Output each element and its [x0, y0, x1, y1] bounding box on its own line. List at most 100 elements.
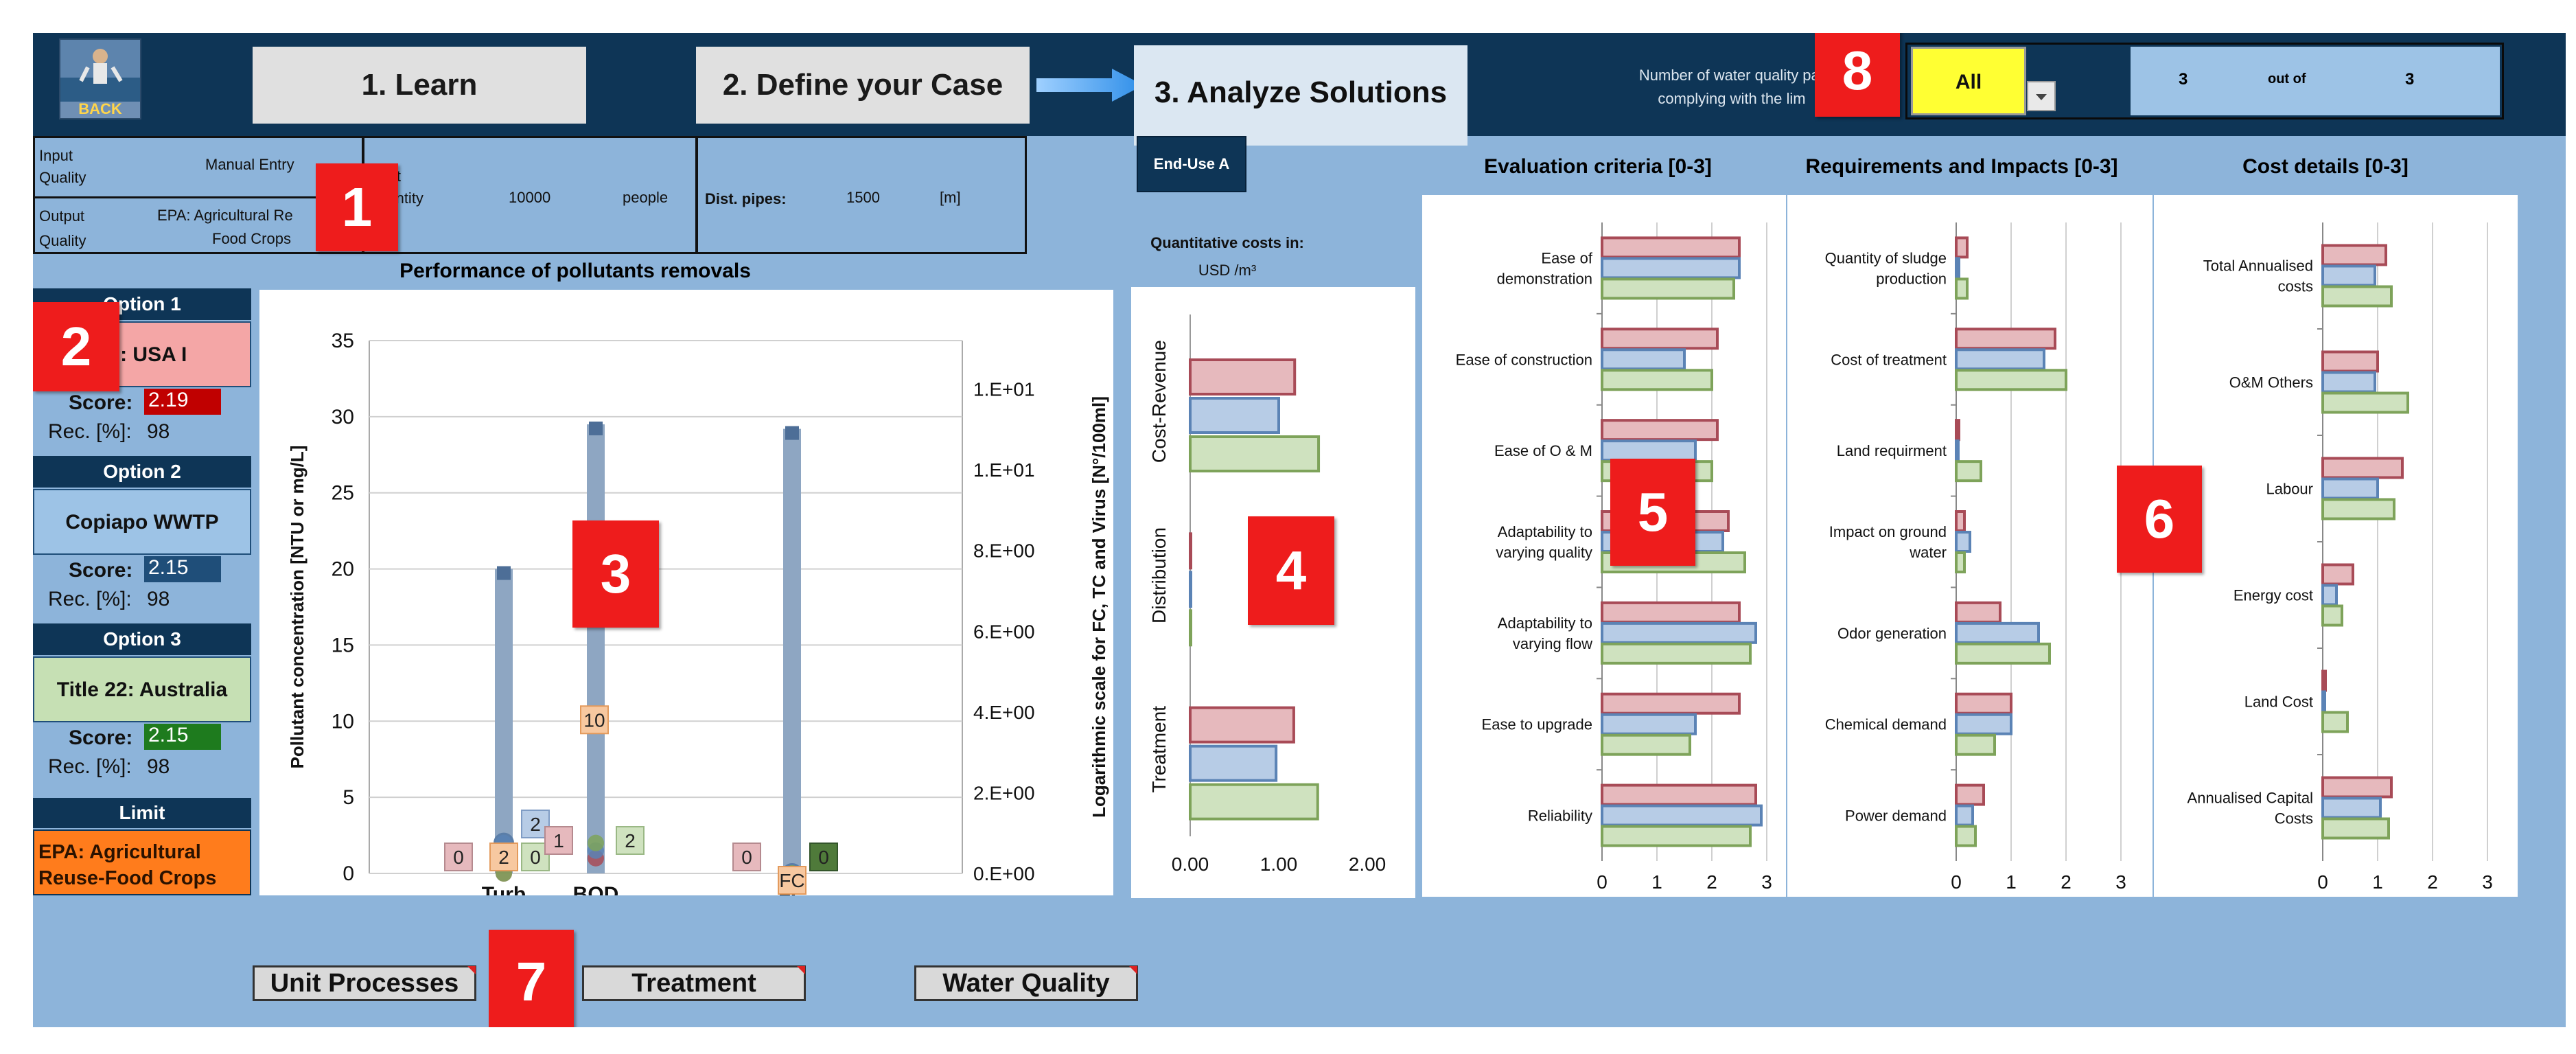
x-tick-label: 3: [2482, 871, 2493, 893]
category-label: Costs: [2275, 810, 2313, 827]
cost-bar: [1189, 744, 1278, 782]
back-label: BACK: [78, 100, 122, 117]
category-label: Ease to upgrade: [1482, 716, 1592, 733]
category-label: costs: [2278, 278, 2313, 295]
input-quality-value[interactable]: Manual Entry: [205, 156, 294, 173]
limit-box[interactable]: EPA: Agricultural Reuse-Food Crops: [33, 829, 251, 895]
option-name: Copiapo WWTP: [65, 511, 219, 534]
criteria-bar: [1601, 692, 1741, 715]
option-name-box[interactable]: Title 22: Australia: [33, 656, 251, 722]
option-name-box[interactable]: Copiapo WWTP: [33, 489, 251, 555]
output-quality-label: Output Quality: [39, 207, 86, 249]
x-tick-label: 1: [2006, 871, 2017, 893]
y2-tick-label: 1.E+01: [973, 379, 1035, 400]
x-tick-label: 0.00: [1172, 853, 1209, 875]
evaluation-chart-panel: 0 1 2 3 Ease of demonstration Ease of construc…: [1422, 195, 1786, 897]
category-label: Energy cost: [2233, 587, 2313, 604]
range-max-marker: [497, 566, 511, 580]
category-label: varying flow: [1513, 635, 1592, 652]
rec-label: Rec. [%]:: [48, 588, 132, 610]
y-tick-label: 5: [343, 786, 354, 809]
dist-pipes-value[interactable]: 1500: [846, 189, 880, 206]
cost-bar: [1189, 397, 1280, 434]
performance-chart-panel: 0 5 10 15 20 25 30 35 0.E+00 2.E+00 4.E+00 6.E+00 8.…: [259, 290, 1113, 906]
criteria-bar: [1601, 783, 1757, 806]
rec-value: 98: [147, 420, 170, 443]
category-label: Cost of treatment: [1831, 351, 1947, 368]
annotation-badge-5: 5: [1610, 459, 1695, 566]
category-label: Ease of O & M: [1494, 442, 1592, 459]
data-label: 1: [553, 830, 564, 851]
x-tick-label: 1.00: [1260, 853, 1298, 875]
range-max-marker: [785, 426, 799, 440]
tab-learn[interactable]: 1. Learn: [253, 47, 586, 124]
dist-pipes-label: Dist. pipes:: [705, 190, 787, 207]
category-label: Land requirment: [1837, 442, 1947, 459]
criteria-bar: [1601, 642, 1752, 665]
y-tick-label: 0: [343, 862, 354, 885]
data-label-box: [489, 843, 518, 871]
category-label: Quantity of sludge: [1825, 249, 1947, 266]
category-label: Total Annualised: [2203, 257, 2313, 275]
category-label: Distribution: [1148, 527, 1170, 623]
input-quantity-value[interactable]: 10000: [509, 189, 551, 206]
water-quality-button[interactable]: Water Quality: [914, 965, 1138, 1001]
range-max-marker: [589, 421, 603, 435]
criteria-bar: [1955, 277, 1969, 300]
tab-analyze-solutions[interactable]: 3. Analyze Solutions: [1134, 45, 1467, 146]
category-label: Impact on ground: [1829, 523, 1947, 540]
data-label-box: [544, 826, 573, 855]
output-quality-value[interactable]: EPA: Agricultural Re: [157, 207, 293, 224]
tab-define-case[interactable]: 2. Define your Case: [696, 47, 1030, 124]
rec-value: 98: [147, 588, 170, 610]
data-label-box: [521, 810, 550, 838]
cost-bar: [1189, 532, 1192, 570]
criteria-bar: [1955, 328, 2056, 350]
unit-processes-button[interactable]: Unit Processes: [253, 965, 476, 1001]
limit-header: Limit: [33, 798, 251, 828]
input-quantity-unit: people: [623, 189, 669, 206]
criteria-bar: [1601, 713, 1697, 735]
option-header: Option 3: [33, 623, 251, 655]
compliance-text-line2: complying with the lim: [1658, 90, 1806, 107]
y-tick-label: 25: [332, 482, 354, 505]
criteria-bar: [2321, 669, 2327, 692]
series-point: [588, 834, 604, 851]
criteria-bar: [1955, 460, 1982, 483]
criteria-bar: [1955, 733, 1996, 756]
criteria-bar: [2321, 244, 2387, 266]
x-tick-label: 2.00: [1349, 853, 1386, 875]
data-label: 2: [498, 847, 509, 868]
criteria-bar: [1601, 348, 1686, 371]
x-tick-label: 0: [1597, 871, 1608, 893]
data-label: 10: [583, 709, 605, 731]
data-label-box: [778, 866, 807, 895]
x-tick-label: 1: [1651, 871, 1662, 893]
compliance-filter-select[interactable]: All: [1911, 47, 2026, 115]
treatment-button[interactable]: Treatment: [582, 965, 806, 1001]
criteria-bar: [1955, 551, 1966, 573]
compliance-filter-dropdown[interactable]: [2027, 81, 2056, 111]
x-tick-label: 0: [1951, 871, 1962, 893]
y2-tick-label: 8.E+00: [973, 540, 1035, 562]
criteria-bar: [1601, 825, 1752, 847]
criteria-bar: [2321, 285, 2393, 308]
dist-pipes-unit: [m]: [940, 189, 961, 206]
evaluation-chart: 0 1 2 3 Ease of demonstration Ease of construc…: [1456, 222, 1772, 893]
rec-label: Rec. [%]:: [48, 755, 132, 778]
x-tick-label: 3: [2115, 871, 2126, 893]
y2-tick-label: 1.E+01: [973, 459, 1035, 481]
annotation-badge-8: 8: [1815, 33, 1900, 117]
criteria-bar: [1601, 257, 1741, 279]
costs-chart: 0.00 1.00 2.00 Cost-Revenue Distribution Trea…: [1148, 314, 1386, 875]
limit-value: EPA: Agricultural Reuse-Food Crops: [38, 841, 217, 889]
data-label: 0: [530, 847, 541, 868]
data-label-box: [616, 826, 645, 855]
back-button[interactable]: BACK: [59, 38, 141, 119]
criteria-bar: [1955, 236, 1969, 259]
quantitative-costs-unit: USD /m³: [1198, 262, 1257, 279]
annotation-badge-7: 7: [489, 930, 574, 1027]
criteria-bar: [1601, 369, 1713, 391]
cost-bar: [1189, 609, 1192, 647]
end-use-button[interactable]: End-Use A: [1137, 136, 1246, 192]
